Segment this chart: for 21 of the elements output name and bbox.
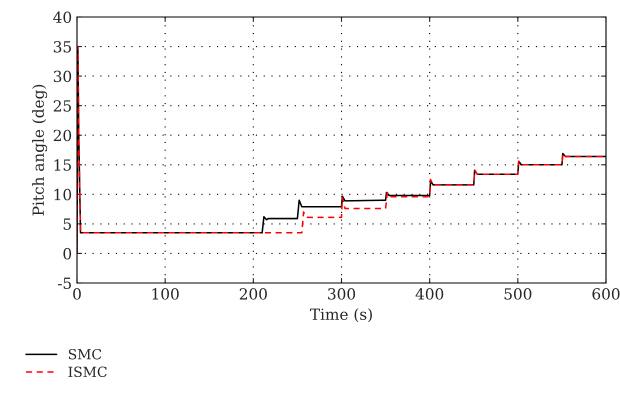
x-tick-label: 100 (152, 288, 179, 300)
y-axis-title: Pitch angle (deg) (32, 84, 48, 216)
x-tick-label: 300 (328, 288, 356, 300)
x-tick-label: 600 (592, 288, 620, 300)
y-tick-label: 35 (54, 41, 71, 53)
y-tick-label: 25 (54, 100, 71, 112)
y-tick-label: 10 (54, 188, 72, 200)
y-tick-label: -5 (58, 278, 71, 290)
legend-label: SMC (68, 348, 102, 360)
legend-label: ISMC (68, 366, 107, 378)
y-tick-label: 5 (64, 218, 71, 230)
y-tick-label: 0 (63, 248, 72, 260)
y-tick-label: 40 (53, 11, 72, 24)
x-tick-label: 500 (504, 288, 532, 300)
x-axis-title: Time (s) (310, 308, 372, 322)
y-tick-label: 15 (54, 159, 71, 171)
x-tick-label: 0 (73, 288, 81, 300)
y-tick-label: 30 (54, 70, 72, 82)
x-tick-label: 200 (240, 288, 267, 300)
x-tick-label: 400 (416, 288, 444, 300)
y-tick-label: 20 (54, 130, 72, 142)
